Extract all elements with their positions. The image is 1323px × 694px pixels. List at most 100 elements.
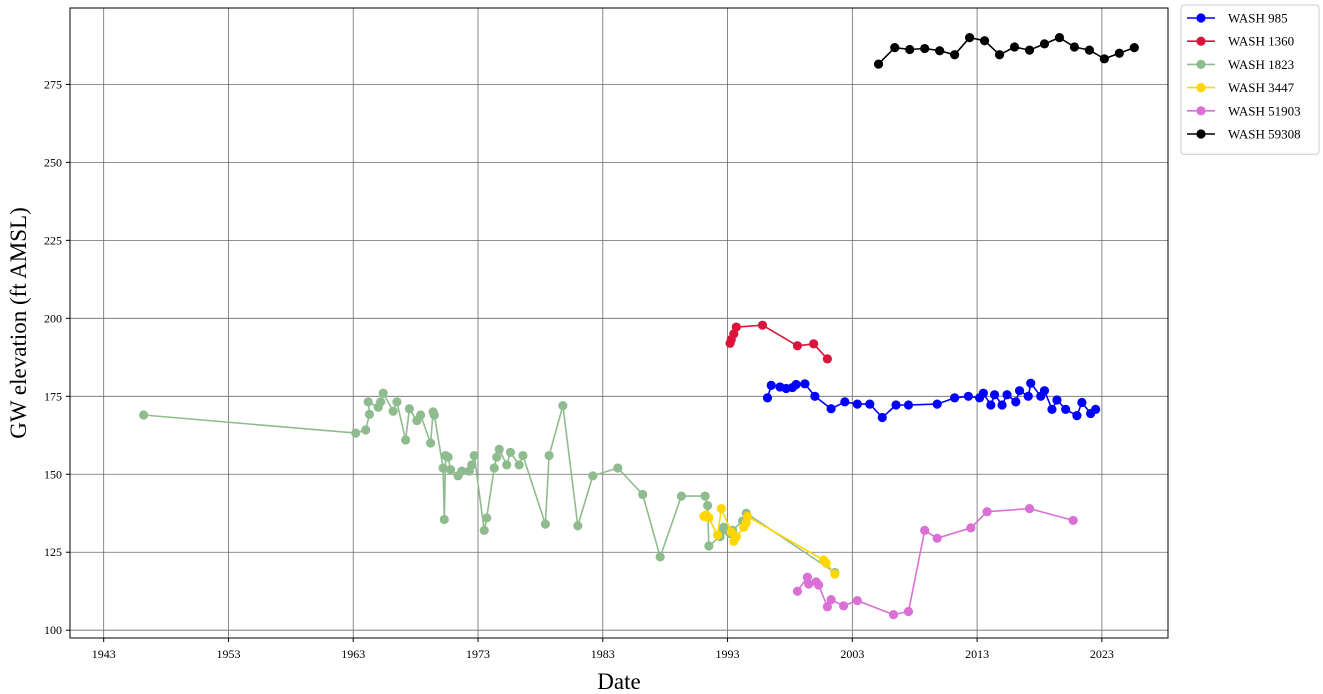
legend-entry: WASH 1823 bbox=[1187, 57, 1294, 72]
legend-label: WASH 1823 bbox=[1228, 57, 1294, 72]
data-point bbox=[792, 341, 803, 351]
data-point bbox=[826, 595, 836, 605]
legend-entry: WASH 3447 bbox=[1187, 80, 1295, 95]
y-tick-label: 175 bbox=[44, 389, 62, 403]
data-point bbox=[361, 425, 371, 435]
data-point bbox=[950, 50, 960, 60]
data-point bbox=[920, 525, 930, 536]
data-point bbox=[1009, 42, 1020, 52]
data-point bbox=[932, 533, 942, 543]
data-point bbox=[903, 606, 914, 617]
data-point bbox=[1052, 395, 1062, 405]
data-point bbox=[1026, 378, 1036, 388]
data-point bbox=[489, 463, 499, 473]
data-point bbox=[438, 463, 448, 473]
data-point bbox=[416, 410, 426, 420]
data-point bbox=[1099, 54, 1109, 64]
legend-label: WASH 59308 bbox=[1228, 127, 1301, 142]
y-tick-label: 125 bbox=[44, 545, 62, 559]
data-point bbox=[544, 450, 554, 461]
data-point bbox=[1091, 404, 1101, 414]
data-point bbox=[1054, 33, 1065, 43]
data-point bbox=[830, 569, 840, 579]
data-point bbox=[963, 391, 973, 401]
data-point bbox=[950, 393, 960, 403]
legend-marker bbox=[1196, 83, 1206, 93]
data-point bbox=[982, 507, 992, 517]
series-line bbox=[877, 36, 1135, 65]
series-wash-51903 bbox=[792, 503, 1078, 620]
data-point bbox=[1047, 404, 1057, 414]
data-point bbox=[401, 435, 411, 445]
legend-box bbox=[1180, 4, 1320, 155]
data-point bbox=[139, 410, 149, 420]
data-point bbox=[588, 471, 598, 481]
data-point bbox=[757, 320, 768, 330]
data-point bbox=[800, 379, 810, 389]
grid bbox=[70, 8, 1168, 638]
x-axis-title: Date bbox=[597, 669, 640, 694]
data-point bbox=[1068, 515, 1078, 526]
y-tick-label: 250 bbox=[44, 155, 62, 169]
legend-label: WASH 985 bbox=[1228, 11, 1288, 26]
data-point bbox=[989, 390, 1000, 400]
data-point bbox=[920, 43, 930, 54]
data-point bbox=[573, 521, 583, 531]
data-point bbox=[425, 438, 436, 448]
y-tick-label: 100 bbox=[44, 623, 62, 637]
y-tick-label: 150 bbox=[44, 467, 62, 481]
data-point bbox=[445, 464, 456, 475]
x-tick-label: 2023 bbox=[1090, 647, 1114, 661]
data-point bbox=[704, 541, 714, 551]
data-point bbox=[840, 397, 850, 407]
series-wash-1360 bbox=[725, 320, 832, 364]
data-point bbox=[994, 50, 1005, 60]
data-point bbox=[891, 400, 901, 410]
data-point bbox=[704, 513, 714, 523]
data-point bbox=[804, 579, 814, 589]
data-point bbox=[888, 610, 899, 620]
data-point bbox=[378, 388, 388, 398]
data-point bbox=[838, 601, 849, 611]
data-point bbox=[1069, 42, 1080, 52]
data-point bbox=[792, 586, 803, 596]
plot-frame bbox=[69, 7, 1169, 639]
data-point bbox=[905, 44, 915, 55]
legend-label: WASH 3447 bbox=[1228, 80, 1295, 95]
data-point bbox=[935, 46, 945, 56]
data-point bbox=[363, 397, 373, 407]
data-point bbox=[986, 400, 996, 410]
legend-marker bbox=[1196, 129, 1206, 139]
series-line bbox=[143, 391, 836, 574]
x-tick-label: 1983 bbox=[591, 647, 615, 661]
x-tick-label: 1943 bbox=[92, 647, 116, 661]
data-point bbox=[443, 452, 453, 462]
data-point bbox=[505, 447, 516, 458]
data-point bbox=[802, 572, 813, 582]
y-axis-title: GW elevation (ft AMSL) bbox=[6, 207, 31, 438]
data-point bbox=[997, 400, 1007, 410]
data-point bbox=[1002, 390, 1012, 400]
legend-label: WASH 1360 bbox=[1228, 34, 1294, 49]
data-point bbox=[613, 463, 623, 473]
data-point bbox=[1024, 503, 1035, 514]
data-point bbox=[1084, 45, 1094, 55]
data-point bbox=[439, 514, 449, 525]
x-tick-label: 2013 bbox=[965, 647, 989, 661]
legend-entry: WASH 59308 bbox=[1187, 127, 1301, 142]
data-point bbox=[766, 380, 776, 390]
data-point bbox=[965, 33, 975, 43]
legend-marker bbox=[1196, 59, 1206, 69]
data-point bbox=[1072, 411, 1082, 421]
data-point bbox=[518, 450, 528, 461]
y-tick-label: 200 bbox=[44, 311, 62, 325]
data-point bbox=[700, 491, 710, 501]
legend: WASH 985 WASH 1360 WASH 1823 WASH 3447 WASH … bbox=[1180, 4, 1320, 155]
data-point bbox=[404, 404, 414, 414]
x-tick-label: 2003 bbox=[840, 647, 864, 661]
data-point bbox=[865, 399, 875, 409]
data-point bbox=[467, 460, 477, 470]
data-point bbox=[852, 399, 862, 409]
data-point bbox=[1061, 404, 1071, 414]
